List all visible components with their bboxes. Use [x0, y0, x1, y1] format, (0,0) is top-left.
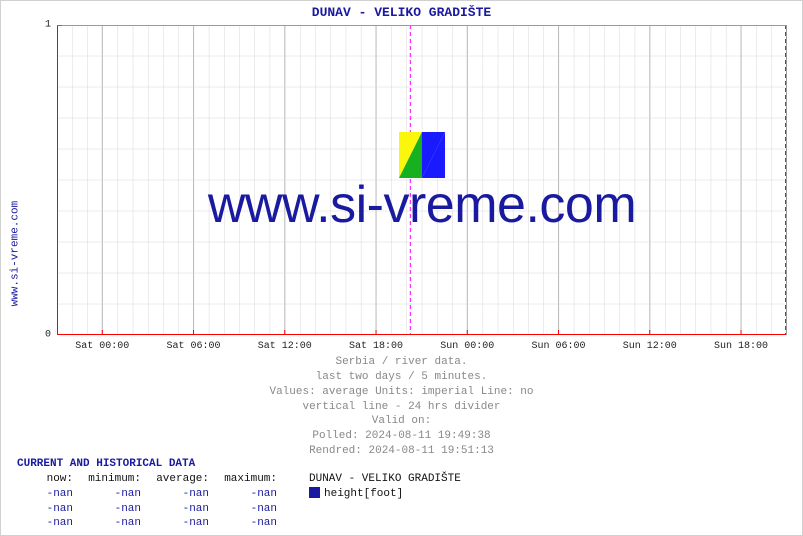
series-label: height[foot] [324, 488, 403, 500]
cell: -nan [85, 502, 153, 517]
cell: -nan [221, 516, 289, 531]
logo-svg [399, 132, 445, 178]
table-row: -nan -nan -nan -nan [17, 516, 473, 531]
cell: -nan [221, 502, 289, 517]
caption-line-2: last two days / 5 minutes. [1, 370, 802, 385]
caption-block: Serbia / river data. last two days / 5 m… [1, 355, 802, 459]
data-header: CURRENT AND HISTORICAL DATA [17, 457, 473, 472]
col-max: maximum: [221, 472, 289, 487]
table-row: -nan -nan -nan -nan [17, 502, 473, 517]
caption-line-4: vertical line - 24 hrs divider [1, 400, 802, 415]
x-tick-label: Sun 06:00 [531, 335, 585, 352]
data-block: CURRENT AND HISTORICAL DATA now: minimum… [17, 457, 473, 531]
legend-swatch-icon [309, 487, 320, 498]
cell: -nan [221, 487, 289, 502]
y-axis-label: www.si-vreme.com [10, 201, 22, 307]
caption-line-3: Values: average Units: imperial Line: no [1, 385, 802, 400]
x-tick-label: Sat 18:00 [349, 335, 403, 352]
x-tick-label: Sat 06:00 [166, 335, 220, 352]
col-series-prefix: DUNAV - VELIKO GRADIŠTE [289, 472, 473, 487]
cell: -nan [85, 487, 153, 502]
cell: -nan [153, 487, 221, 502]
x-tick-label: Sat 12:00 [258, 335, 312, 352]
table-row: -nan -nan -nan -nan height[foot] [17, 487, 473, 502]
col-now: now: [17, 472, 85, 487]
data-table-header-row: now: minimum: average: maximum: DUNAV - … [17, 472, 473, 487]
x-tick-label: Sat 00:00 [75, 335, 129, 352]
y-tick-label: 1 [45, 20, 57, 31]
cell: -nan [153, 516, 221, 531]
cell: -nan [17, 516, 85, 531]
x-tick-label: Sun 12:00 [623, 335, 677, 352]
col-min: minimum: [85, 472, 153, 487]
caption-line-6: Polled: 2024-08-11 19:49:38 [1, 429, 802, 444]
x-tick-label: Sun 00:00 [440, 335, 494, 352]
cell: -nan [17, 487, 85, 502]
watermark-text: www.si-vreme.com [208, 175, 636, 235]
cell: -nan [17, 502, 85, 517]
y-tick-label: 0 [45, 330, 57, 341]
caption-line-5: Valid on: [1, 414, 802, 429]
chart-title: DUNAV - VELIKO GRADIŠTE [1, 1, 802, 20]
series-label-cell: height[foot] [289, 487, 473, 502]
x-tick-label: Sun 18:00 [714, 335, 768, 352]
cell: -nan [85, 516, 153, 531]
cell: -nan [153, 502, 221, 517]
chart-plot-area: www.si-vreme.com Sat 00:00Sat 06:00Sat 1… [57, 25, 787, 335]
data-table: now: minimum: average: maximum: DUNAV - … [17, 472, 473, 531]
col-avg: average: [153, 472, 221, 487]
watermark-logo-icon [399, 132, 445, 178]
caption-line-1: Serbia / river data. [1, 355, 802, 370]
